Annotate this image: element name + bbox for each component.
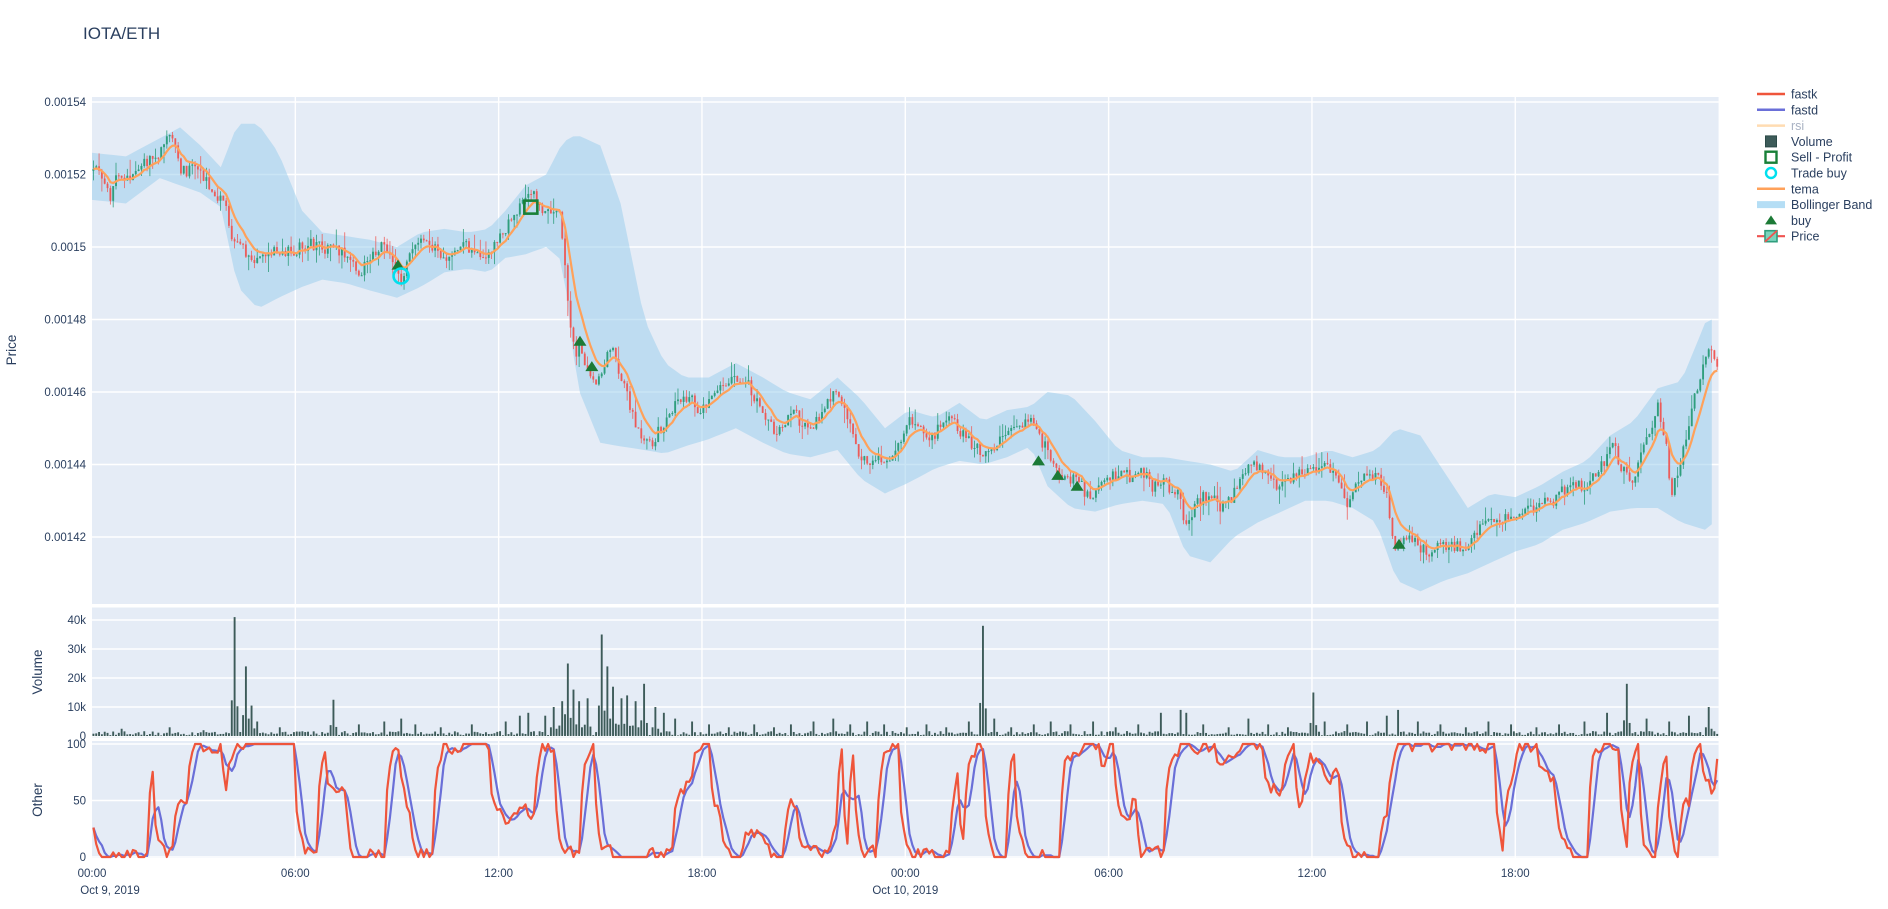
legend-item-rsi[interactable]: rsi [1757,119,1804,133]
legend-item-sell-profit[interactable]: Sell - Profit [1764,150,1853,165]
other-tick-label: 50 [73,796,86,808]
price-tick-label: 0.00152 [44,170,86,182]
legend-label: Bollinger Band [1791,198,1872,212]
price-tick-label: 0.00146 [44,387,86,399]
legend-label: tema [1791,182,1819,196]
legend-item-fastd[interactable]: fastd [1757,103,1818,117]
price-tick-label: 0.0015 [51,242,86,254]
legend-label: buy [1791,214,1812,228]
other-tick-label: 100 [67,739,86,751]
x-tick-label: 18:00 [1501,868,1530,880]
legend-item-bollinger-band[interactable]: Bollinger Band [1757,198,1872,212]
volume-tick-label: 40k [67,615,86,627]
legend-label: fastd [1791,103,1818,117]
volume-tick-label: 30k [67,644,86,656]
buy-marker [573,335,587,346]
axis-labels: 0.00154 0.00152 0.0015 0.00148 0.00146 0.0014… [4,97,1530,897]
legend-item-fastk[interactable]: fastk [1757,88,1818,102]
chart-title: IOTA/ETH [83,24,161,43]
legend-item-trade-buy[interactable]: Trade buy [1764,167,1848,181]
volume-bars [92,617,1719,736]
legend-item-volume[interactable]: Volume [1765,135,1833,149]
x-tick-label: 06:00 [281,868,310,880]
volume-axis-title: Volume [30,649,45,694]
legend-label: Sell - Profit [1791,151,1853,165]
x-tick-label: 00:00 [891,868,920,880]
trade-markers [391,199,1406,549]
buy-marker [1392,538,1406,549]
x-tick-label: 18:00 [688,868,717,880]
price-tick-label: 0.00142 [44,532,86,544]
price-tick-label: 0.00148 [44,315,86,327]
oscillator-lines [92,742,1719,859]
x-tick-label: 00:00 [78,868,107,880]
trade-buy-marker [392,267,410,285]
buy-marker [1051,469,1065,480]
price-tick-label: 0.00154 [44,97,86,109]
legend-label: Volume [1791,135,1833,149]
legend-item-buy[interactable]: buy [1765,214,1812,228]
other-tick-label: 0 [80,852,86,864]
x-date-label: Oct 9, 2019 [80,885,139,897]
volume-tick-label: 0 [80,731,86,743]
legend-label: Trade buy [1791,167,1848,181]
buy-marker [585,361,599,372]
price-axis-title: Price [4,335,19,366]
buy-marker [1070,480,1084,491]
buy-marker [1031,455,1045,466]
other-axis-title: Other [30,783,45,817]
price-tick-label: 0.00144 [44,460,86,472]
buy-marker [391,259,405,270]
x-date-label: Oct 10, 2019 [872,885,938,897]
legend-label: rsi [1791,119,1804,133]
volume-tick-label: 20k [67,673,86,685]
x-tick-label: 06:00 [1094,868,1123,880]
tema-line [93,144,1718,550]
legend-label: Price [1791,230,1820,244]
fastk-line [92,742,1719,859]
volume-tick-label: 10k [67,702,86,714]
legend-item-price[interactable]: Price [1757,230,1820,244]
legend-label: fastk [1791,88,1818,102]
x-tick-label: 12:00 [1298,868,1327,880]
legend-item-tema[interactable]: tema [1757,182,1819,196]
sell-profit-marker [523,199,539,215]
gridlines [92,97,1719,858]
x-tick-label: 12:00 [484,868,513,880]
